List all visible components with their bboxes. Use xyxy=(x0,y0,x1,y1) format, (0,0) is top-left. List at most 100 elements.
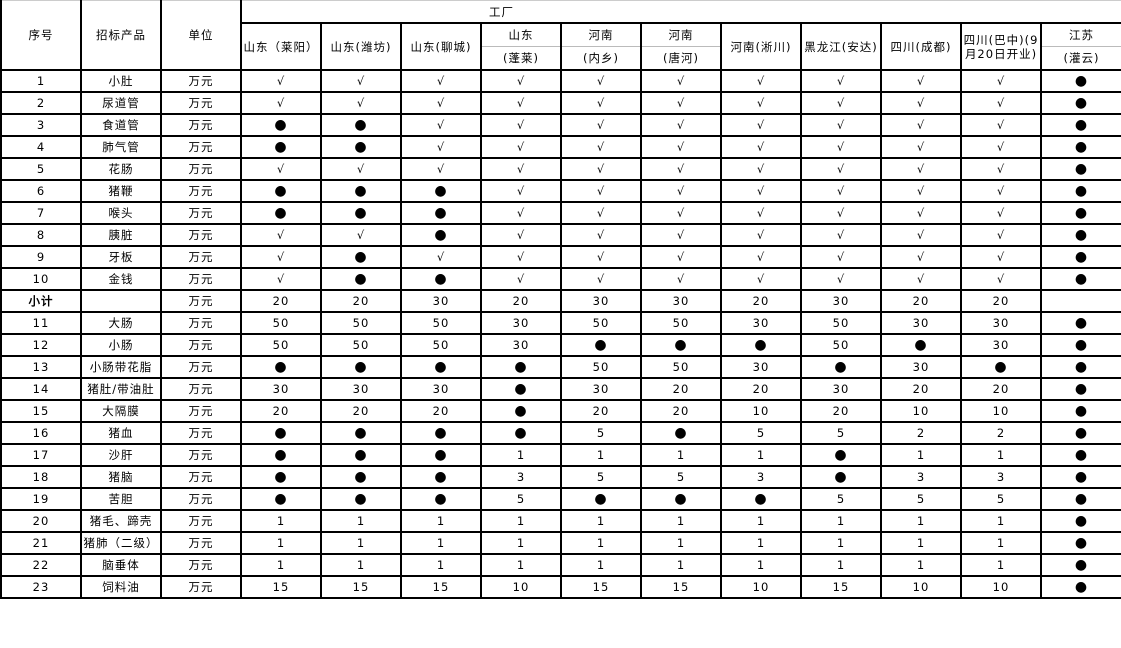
unit-cell: 万元 xyxy=(160,69,242,93)
unavailable-dot-cell: ● xyxy=(1039,113,1121,137)
product-cell: 猪毛、蹄壳 xyxy=(80,509,162,533)
available-check-cell: √ xyxy=(480,91,562,115)
seq-cell: 19 xyxy=(0,487,82,511)
product-cell: 喉头 xyxy=(80,201,162,225)
value-cell: 30 xyxy=(880,355,962,379)
value-cell: 1 xyxy=(960,509,1042,533)
available-check-cell: √ xyxy=(720,135,802,159)
value-cell: 20 xyxy=(320,399,402,423)
factory-name: 山东(潍坊) xyxy=(330,39,392,54)
value-cell: 5 xyxy=(800,421,882,445)
seq-cell: 10 xyxy=(0,267,82,291)
available-check-cell: √ xyxy=(400,245,482,269)
unavailable-dot-cell: ● xyxy=(400,355,482,379)
unavailable-dot-cell: ● xyxy=(320,487,402,511)
unavailable-dot-cell: ● xyxy=(1039,465,1121,489)
seq-cell: 小计 xyxy=(0,289,82,313)
product-cell: 大肠 xyxy=(80,311,162,335)
value-cell: 1 xyxy=(800,553,882,577)
unavailable-dot-cell: ● xyxy=(320,135,402,159)
value-cell: 1 xyxy=(240,553,322,577)
header-row-factories: 山东（莱阳） 山东(潍坊) 山东(聊城) 山东 (蓬莱) 河南 (内乡) 河南 (唐河) 河南(淅… xyxy=(1,22,1121,71)
header-unit: 单位 xyxy=(160,0,242,71)
seq-cell: 7 xyxy=(0,201,82,225)
available-check-cell: √ xyxy=(640,113,722,137)
unavailable-dot-cell: ● xyxy=(480,399,562,423)
unit-cell: 万元 xyxy=(160,355,242,379)
available-check-cell: √ xyxy=(960,113,1042,137)
factory-name-line2: (灌云) xyxy=(1063,51,1100,65)
unit-cell: 万元 xyxy=(160,421,242,445)
unavailable-dot-cell: ● xyxy=(1039,267,1121,291)
product-cell: 苦胆 xyxy=(80,487,162,511)
unavailable-dot-cell: ● xyxy=(320,465,402,489)
product-cell: 脑垂体 xyxy=(80,553,162,577)
available-check-cell: √ xyxy=(880,157,962,181)
value-cell: 1 xyxy=(960,443,1042,467)
value-cell: 1 xyxy=(720,531,802,555)
available-check-cell: √ xyxy=(640,223,722,247)
value-cell: 30 xyxy=(560,289,642,313)
value-cell: 50 xyxy=(800,311,882,335)
value-cell: 1 xyxy=(880,443,962,467)
table-row: 21 猪肺（二级） 万元 1 1 1 1 1 1 1 1 1 1 ● xyxy=(0,531,1121,555)
available-check-cell: √ xyxy=(560,223,642,247)
value-cell: 1 xyxy=(480,443,562,467)
value-cell: 50 xyxy=(320,333,402,357)
unavailable-dot-cell: ● xyxy=(1039,531,1121,555)
unavailable-dot-cell: ● xyxy=(560,487,642,511)
available-check-cell: √ xyxy=(560,179,642,203)
product-cell: 胰脏 xyxy=(80,223,162,247)
value-cell: 1 xyxy=(640,553,722,577)
seq-cell: 18 xyxy=(0,465,82,489)
value-cell: 50 xyxy=(560,355,642,379)
value-cell: 10 xyxy=(480,575,562,599)
value-cell: 5 xyxy=(560,421,642,445)
value-cell xyxy=(1039,289,1121,313)
available-check-cell: √ xyxy=(480,113,562,137)
available-check-cell: √ xyxy=(800,223,882,247)
available-check-cell: √ xyxy=(960,135,1042,159)
product-cell: 猪脑 xyxy=(80,465,162,489)
available-check-cell: √ xyxy=(240,91,322,115)
factory-name: 四川(巴中)(9月20日开业) xyxy=(963,32,1039,61)
table-row: 14 猪肚/带油肚 万元 30 30 30 ● 30 20 20 30 20 20 ● xyxy=(0,377,1121,401)
factory-name-line2: (唐河) xyxy=(663,51,699,65)
available-check-cell: √ xyxy=(480,69,562,93)
available-check-cell: √ xyxy=(560,201,642,225)
value-cell: 1 xyxy=(960,553,1042,577)
unit-cell: 万元 xyxy=(160,91,242,115)
available-check-cell: √ xyxy=(960,179,1042,203)
header-factory: 黑龙江(安达) xyxy=(800,22,882,71)
available-check-cell: √ xyxy=(400,69,482,93)
unavailable-dot-cell: ● xyxy=(1039,443,1121,467)
available-check-cell: √ xyxy=(560,135,642,159)
value-cell: 30 xyxy=(320,377,402,401)
unavailable-dot-cell: ● xyxy=(1039,421,1121,445)
value-cell: 50 xyxy=(640,311,722,335)
unavailable-dot-cell: ● xyxy=(480,355,562,379)
value-cell: 1 xyxy=(400,509,482,533)
seq-cell: 16 xyxy=(0,421,82,445)
value-cell: 1 xyxy=(400,531,482,555)
table-row: 2 尿道管 万元 √ √ √ √ √ √ √ √ √ √ ● xyxy=(0,91,1121,115)
seq-cell: 6 xyxy=(0,179,82,203)
unavailable-dot-cell: ● xyxy=(240,135,322,159)
available-check-cell: √ xyxy=(240,267,322,291)
available-check-cell: √ xyxy=(320,69,402,93)
available-check-cell: √ xyxy=(800,135,882,159)
unavailable-dot-cell: ● xyxy=(640,487,722,511)
value-cell: 5 xyxy=(960,487,1042,511)
header-factory: 河南 (内乡) xyxy=(560,22,642,71)
unit-cell: 万元 xyxy=(160,443,242,467)
table-row: 12 小肠 万元 50 50 50 30 ● ● ● 50 ● 30 ● xyxy=(0,333,1121,357)
unavailable-dot-cell: ● xyxy=(960,355,1042,379)
factory-name: 黑龙江(安达) xyxy=(804,39,878,54)
unavailable-dot-cell: ● xyxy=(320,245,402,269)
product-cell: 沙肝 xyxy=(80,443,162,467)
unavailable-dot-cell: ● xyxy=(1039,333,1121,357)
unavailable-dot-cell: ● xyxy=(640,421,722,445)
available-check-cell: √ xyxy=(720,245,802,269)
value-cell: 1 xyxy=(720,443,802,467)
unavailable-dot-cell: ● xyxy=(1039,157,1121,181)
